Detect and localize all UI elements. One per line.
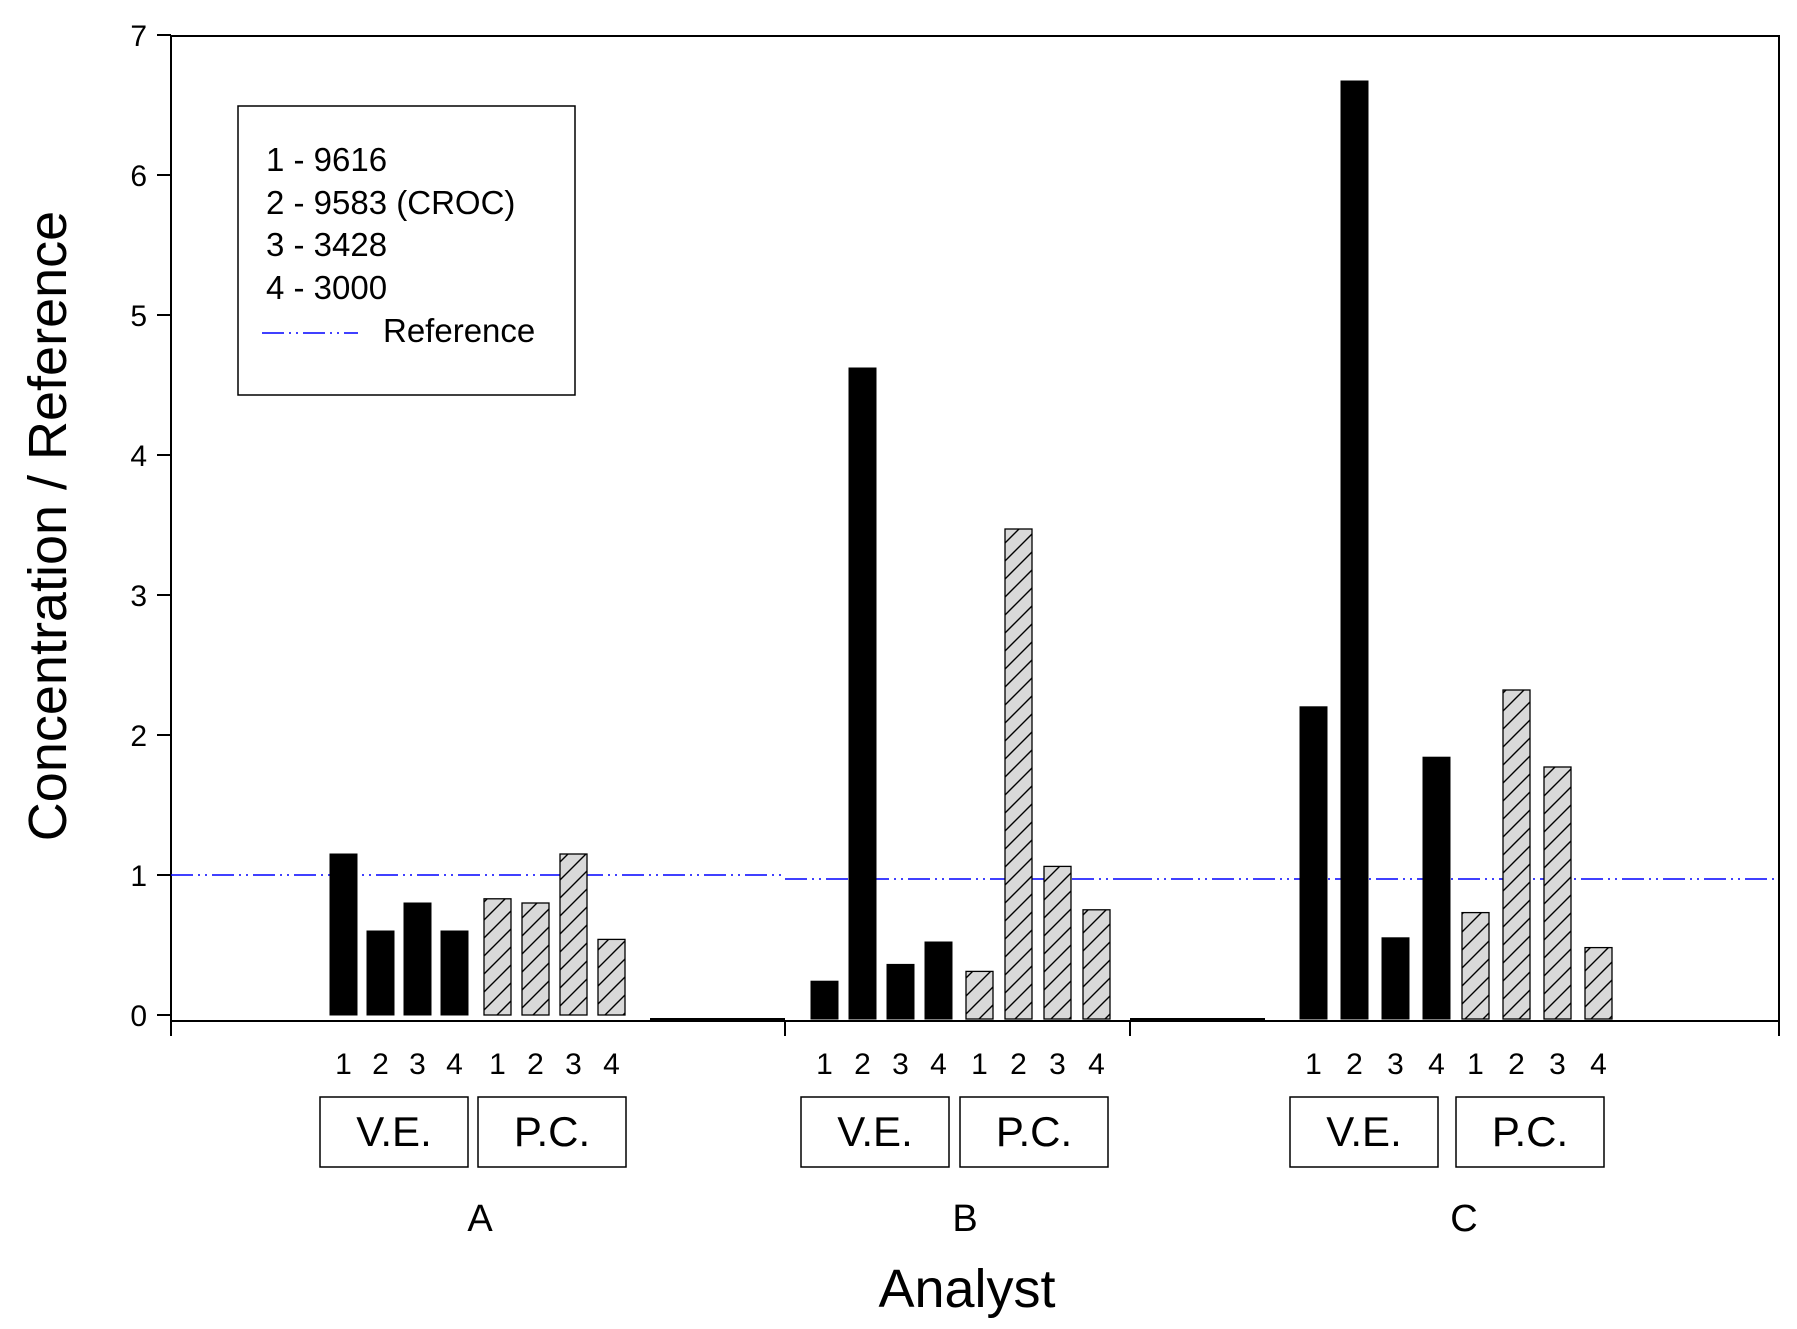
pc-box-label: P.C. <box>514 1108 590 1155</box>
ve-box <box>1289 1096 1439 1168</box>
x-axis <box>170 1018 1780 1036</box>
plot-frame <box>170 35 1780 1022</box>
bar-c-pc-3 <box>1543 766 1572 1020</box>
ve-box-label: V.E. <box>1326 1108 1402 1155</box>
bar-number-label: 1 <box>1305 1048 1322 1081</box>
bar-number-label: 2 <box>1010 1048 1027 1081</box>
bar-number-label: 2 <box>372 1048 389 1081</box>
bar-number-label: 2 <box>1508 1048 1525 1081</box>
bar-c-ve-3 <box>1381 937 1410 1020</box>
ve-box-label: V.E. <box>356 1108 432 1155</box>
bar-a-ve-2 <box>366 930 395 1016</box>
x-axis-title: Analyst <box>878 1259 1055 1319</box>
bar-number-label: 3 <box>1049 1048 1066 1081</box>
bar-number-label: 3 <box>1549 1048 1566 1081</box>
bar-c-ve-4 <box>1422 756 1451 1020</box>
bar-number-label: 3 <box>892 1048 909 1081</box>
y-axis-title: Concentration / Reference <box>18 211 78 841</box>
pc-box-label: P.C. <box>1492 1108 1568 1155</box>
bar-b-pc-4 <box>1082 909 1111 1020</box>
legend-entry-1: 1 - 9616 <box>266 141 387 178</box>
analyst-label: B <box>952 1198 977 1240</box>
ve-box-label: V.E. <box>837 1108 913 1155</box>
analyst-label: C <box>1450 1198 1477 1240</box>
bar-number-label: 1 <box>1467 1048 1484 1081</box>
bar-number-label: 1 <box>971 1048 988 1081</box>
bar-number-label: 4 <box>1088 1048 1105 1081</box>
ve-box <box>800 1096 950 1168</box>
bar-a-pc-4 <box>597 938 626 1016</box>
bar-b-ve-3 <box>886 963 915 1020</box>
y-axis: 0 1 2 3 4 5 6 7 <box>130 20 171 1033</box>
bar-number-label: 4 <box>603 1048 620 1081</box>
bar-a-pc-3 <box>559 853 588 1016</box>
bar-b-ve-1 <box>810 980 839 1020</box>
legend-box <box>237 105 576 396</box>
bar-number-label: 1 <box>335 1048 352 1081</box>
y-tick-label: 3 <box>130 580 147 613</box>
bar-number-label: 2 <box>1346 1048 1363 1081</box>
bar-number-label: 4 <box>1428 1048 1445 1081</box>
bar-number-label: 1 <box>816 1048 833 1081</box>
pc-box-label: P.C. <box>996 1108 1072 1155</box>
y-tick-label: 6 <box>130 160 147 193</box>
pc-box <box>477 1096 627 1168</box>
bar-b-pc-1 <box>965 970 994 1020</box>
pc-box <box>1455 1096 1605 1168</box>
bar-b-pc-2 <box>1004 528 1033 1020</box>
bar-number-label: 3 <box>1387 1048 1404 1081</box>
pc-box <box>959 1096 1109 1168</box>
bar-c-pc-4 <box>1584 946 1613 1020</box>
bar-number-label: 2 <box>854 1048 871 1081</box>
legend: 1 - 9616 2 - 9583 (CROC) 3 - 3428 4 - 30… <box>237 105 576 396</box>
bar-c-pc-1 <box>1461 911 1490 1020</box>
bar-b-ve-4 <box>924 941 953 1020</box>
y-tick-label: 4 <box>130 440 147 473</box>
bars <box>329 80 1613 1020</box>
bar-b-ve-2 <box>848 367 877 1020</box>
bar-a-pc-1 <box>483 898 512 1016</box>
plot-area-border <box>170 35 1780 1022</box>
bar-a-ve-1 <box>329 853 358 1016</box>
bar-number-label: 4 <box>446 1048 463 1081</box>
y-tick-label: 5 <box>130 300 147 333</box>
bar-a-ve-3 <box>403 902 432 1016</box>
legend-entry-2: 2 - 9583 (CROC) <box>266 184 515 221</box>
group-labels: 1 2 3 4 1 2 3 4V.E. P.C.A1 2 3 4 1 2 3 4V.E. P.C.B1 2 3 4 1 2… <box>319 1048 1607 1240</box>
y-tick-label: 1 <box>130 860 147 893</box>
y-tick-label: 7 <box>130 20 147 53</box>
legend-entry-3: 3 - 3428 <box>266 226 387 263</box>
legend-entry-4: 4 - 3000 <box>266 269 387 306</box>
analyst-label: A <box>467 1198 493 1240</box>
y-tick-label: 2 <box>130 720 147 753</box>
ve-box <box>319 1096 469 1168</box>
bar-number-label: 2 <box>527 1048 544 1081</box>
bar-number-label: 3 <box>409 1048 426 1081</box>
bar-number-label: 3 <box>565 1048 582 1081</box>
bar-b-pc-3 <box>1043 865 1072 1020</box>
bar-c-pc-2 <box>1502 689 1531 1020</box>
y-tick-label: 0 <box>130 1000 147 1033</box>
bar-c-ve-1 <box>1299 706 1328 1020</box>
bar-number-label: 1 <box>489 1048 506 1081</box>
bar-number-label: 4 <box>1590 1048 1607 1081</box>
bar-c-ve-2 <box>1340 80 1369 1020</box>
bar-a-pc-2 <box>521 902 550 1016</box>
bar-a-ve-4 <box>440 930 469 1016</box>
legend-entry-reference: Reference <box>383 312 535 349</box>
bar-number-label: 4 <box>930 1048 947 1081</box>
reference-lines <box>171 874 1779 880</box>
